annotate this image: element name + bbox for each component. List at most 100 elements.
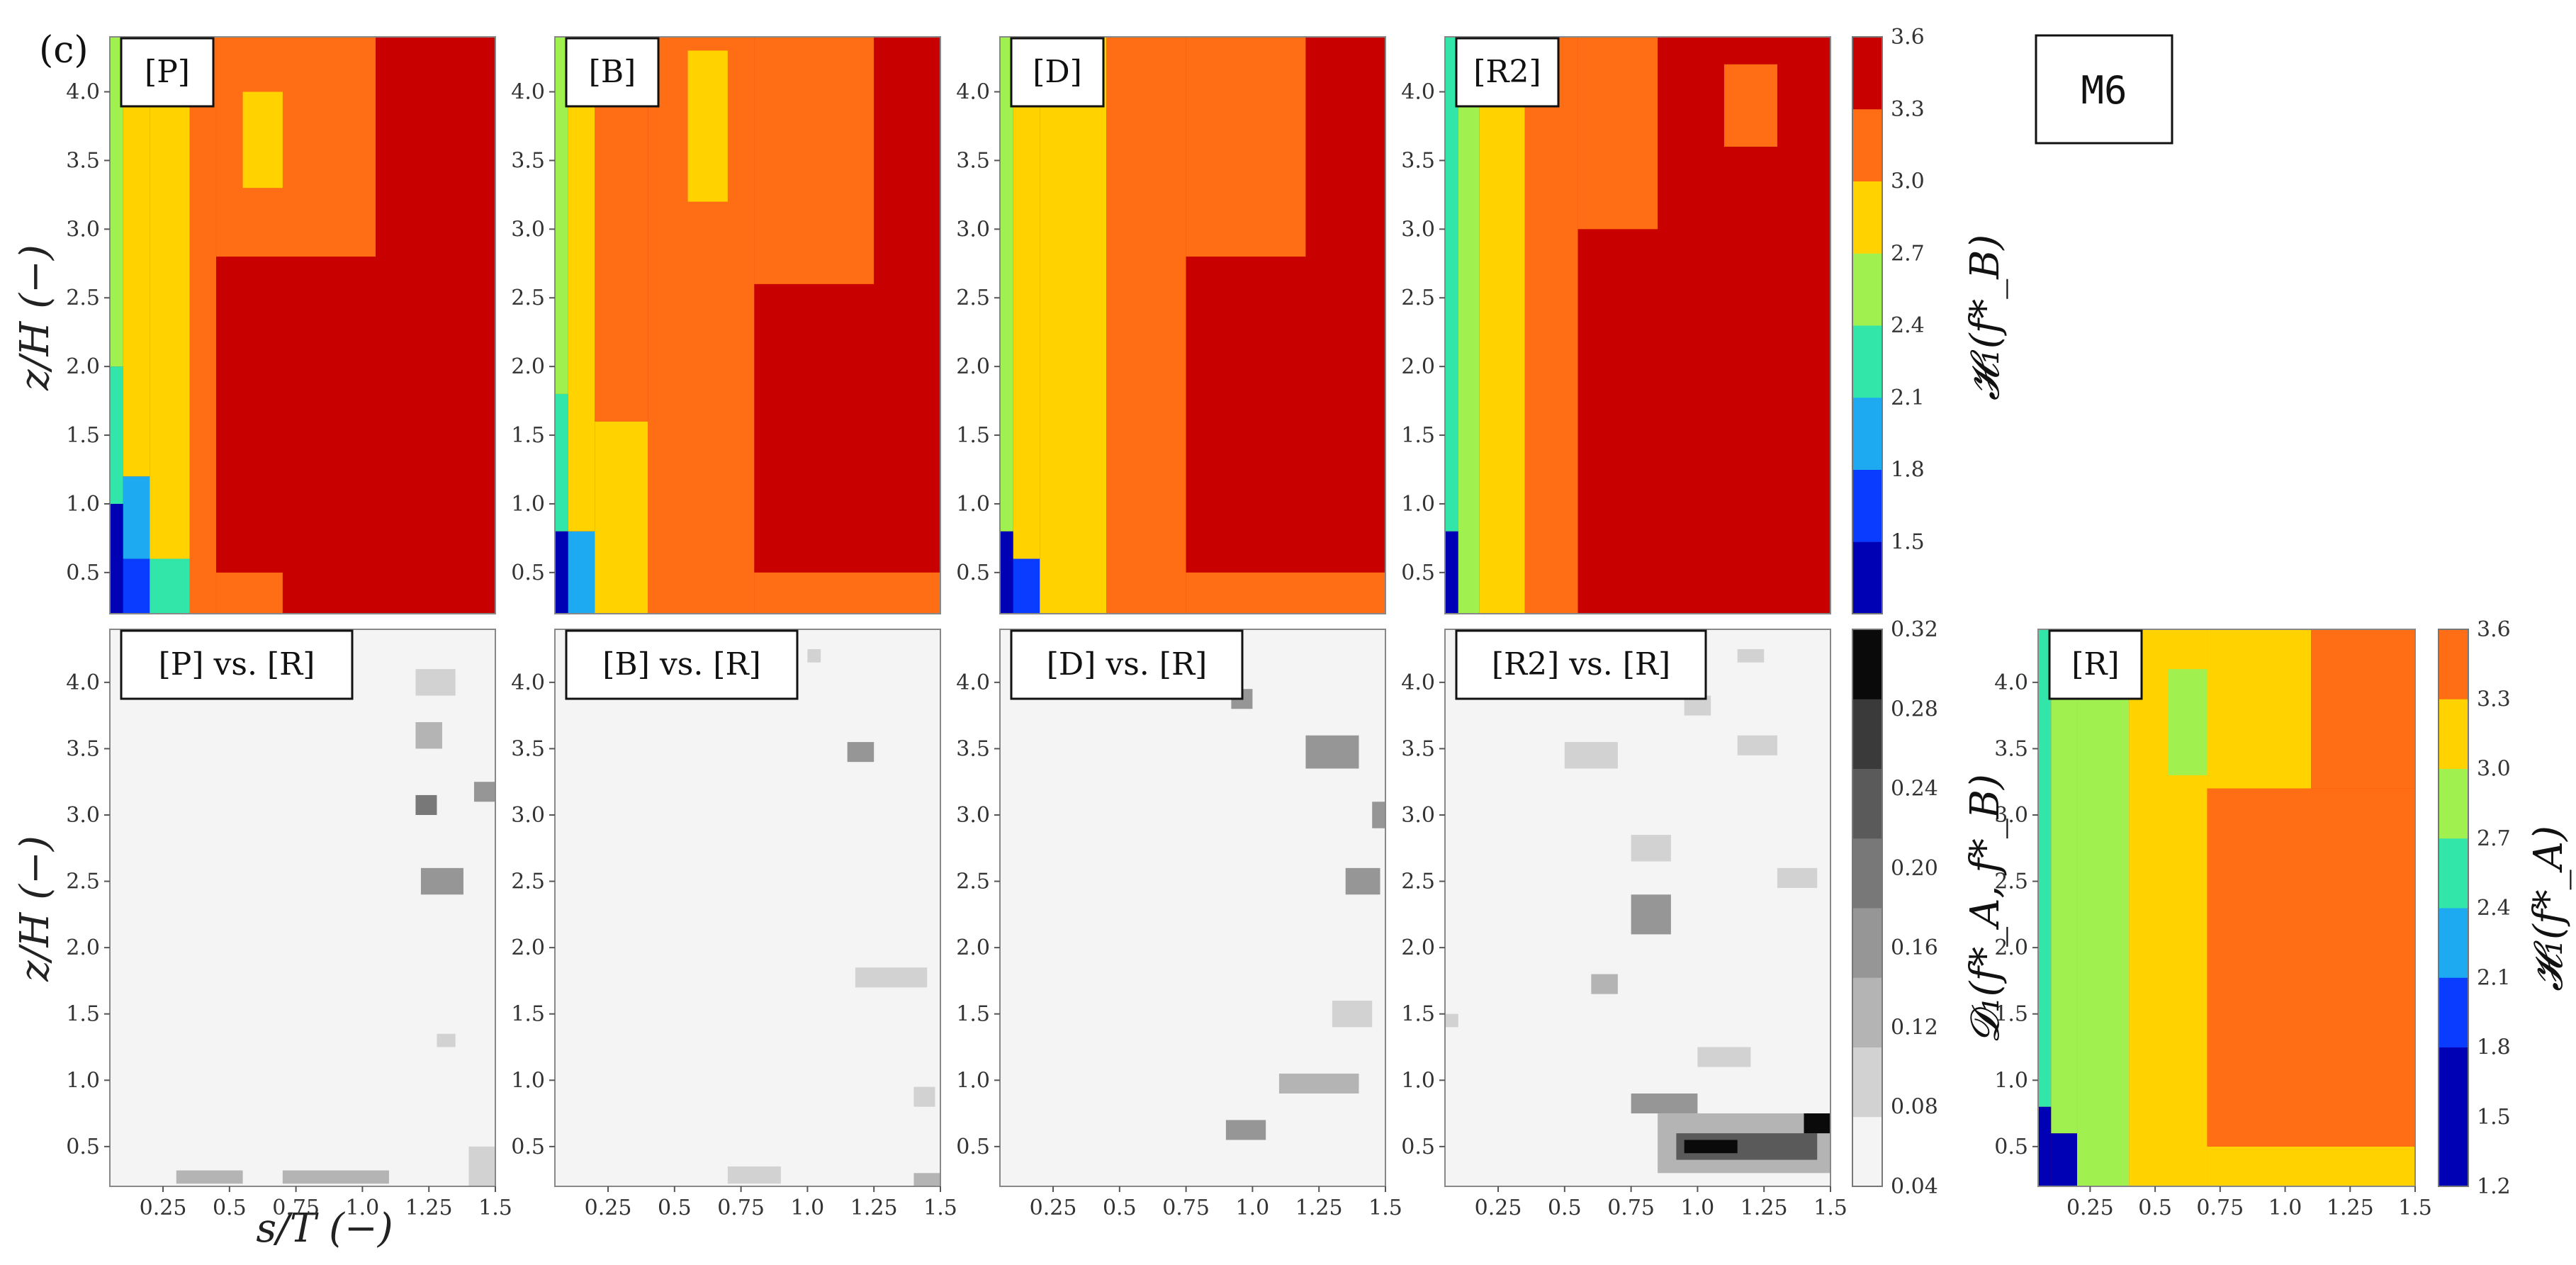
y-tick-label: 0.5: [66, 561, 100, 585]
y-tick-label: 0.5: [956, 1135, 990, 1159]
heatmap-cell: [1564, 742, 1618, 769]
colorbar-segment: [1852, 469, 1882, 542]
x-tick-label: 0.75: [2196, 1196, 2244, 1220]
y-tick-label: 1.0: [1994, 1068, 2028, 1093]
colorbar-tick-label: 3.3: [1891, 97, 1925, 122]
heatmap-cell: [595, 421, 648, 614]
heatmap-cell: [727, 1166, 781, 1184]
x-tick-label: 1.0: [346, 1196, 380, 1220]
heatmap-cell: [1631, 894, 1671, 935]
heatmap-cell: [913, 1173, 940, 1186]
panel-tag-box: [565, 37, 660, 108]
panel-tag-box: [2048, 629, 2143, 700]
colorbar-tick-label: 0.24: [1891, 777, 1938, 802]
y-tick-label: 3.5: [956, 148, 990, 173]
colorbar-tick-label: 3.6: [2477, 617, 2511, 642]
x-axis-label: s/T (−): [256, 1205, 393, 1252]
panel-frame: [109, 629, 496, 1187]
heatmap-cell: [2038, 1106, 2052, 1186]
heatmap-cell: [123, 476, 150, 559]
heatmap-cell: [468, 1146, 495, 1186]
x-tick-label: 0.25: [585, 1196, 632, 1220]
y-tick-label: 2.0: [956, 354, 990, 379]
colorbar-tick-label: 3.0: [1891, 169, 1925, 194]
y-tick-label: 2.0: [66, 935, 100, 960]
y-tick-label: 1.5: [511, 423, 545, 448]
colorbar-segment: [1852, 699, 1882, 769]
heatmap-cell: [1332, 1001, 1373, 1028]
y-tick-label: 3.0: [66, 217, 100, 242]
y-tick-label: 1.0: [511, 1068, 545, 1093]
heatmap-cell: [1000, 531, 1013, 614]
colorbar-segment: [1852, 253, 1882, 326]
colorbar-segment: [1852, 37, 1882, 110]
y-tick-label: 2.5: [66, 286, 100, 310]
y-axis-label-bottom: z/H (−): [12, 836, 58, 982]
heatmap-cell: [189, 37, 217, 614]
colorbar-tick-label: 0.28: [1891, 697, 1938, 721]
x-tick-label: 0.25: [2066, 1196, 2114, 1220]
heatmap-cell: [150, 37, 190, 559]
colorbar-segment: [1852, 629, 1882, 699]
heatmap-cell: [415, 794, 437, 815]
panel-background: [555, 629, 940, 1186]
y-tick-label: 1.0: [956, 492, 990, 517]
y-tick-label: 1.5: [956, 1002, 990, 1027]
x-tick-label: 0.75: [1607, 1196, 1655, 1220]
colorbar-tick-label: 1.2: [2477, 1174, 2511, 1199]
colorbar-tick-label: 2.7: [1891, 241, 1925, 266]
y-tick-label: 3.5: [1994, 736, 2028, 761]
panel-0: 0.5 1.0 1.5 2.0 2.5 3.0 3.5 4.0 [P]: [66, 36, 496, 614]
y-tick-label: 3.0: [511, 217, 545, 242]
heatmap-cell: [1225, 1120, 1266, 1140]
panel-2: 0.5 1.0 1.5 2.0 2.5 3.0 3.5 4.0 [D]: [956, 36, 1386, 614]
heatmap-cell: [216, 572, 283, 614]
y-tick-label: 3.0: [1401, 803, 1435, 828]
x-tick-label: 0.5: [2138, 1196, 2172, 1220]
panel-frame: [554, 629, 941, 1187]
heatmap-cell: [1777, 867, 1818, 888]
heatmap-cell: [847, 742, 874, 763]
model-tag-box: M6: [2035, 34, 2173, 145]
heatmap-cell: [1186, 37, 1306, 257]
colorbar-segment: [1852, 1047, 1882, 1118]
y-tick-label: 3.5: [66, 148, 100, 173]
x-tick-label: 1.25: [850, 1196, 898, 1220]
y-axis-label-top: z/H (−): [12, 244, 58, 391]
y-tick-label: 1.5: [956, 423, 990, 448]
y-tick-label: 2.0: [1401, 935, 1435, 960]
y-tick-label: 3.5: [956, 736, 990, 761]
heatmap-cell: [874, 37, 940, 284]
y-tick-label: 3.0: [511, 803, 545, 828]
heatmap-cell: [1804, 1113, 1830, 1134]
heatmap-cell: [555, 531, 568, 614]
colorbar-tick-label: 2.4: [2477, 896, 2511, 921]
panel-tag: [R]: [2071, 646, 2119, 682]
y-tick-label: 4.0: [1994, 670, 2028, 695]
y-tick-label: 1.5: [511, 1002, 545, 1027]
panel-tag: [P] vs. [R]: [159, 646, 315, 682]
x-tick-label: 1.5: [478, 1196, 512, 1220]
y-tick-label: 3.5: [66, 736, 100, 761]
colorbar-segment: [2439, 908, 2468, 978]
panel-tag-box: [1455, 629, 1707, 700]
heatmap-cell: [1305, 735, 1359, 769]
heatmap-cell: [807, 649, 821, 663]
y-tick-label: 0.5: [956, 561, 990, 585]
heatmap-cell: [1697, 1047, 1751, 1067]
panel-frame: [999, 629, 1386, 1187]
y-tick-label: 3.0: [66, 803, 100, 828]
colorbar-tick-label: 0.08: [1891, 1095, 1938, 1120]
y-tick-label: 4.0: [956, 670, 990, 695]
panel-tag: [R2]: [1473, 54, 1541, 90]
colorbar-tick-label: 0.12: [1891, 1015, 1938, 1040]
heatmap-cell: [415, 722, 442, 749]
y-tick-label: 1.5: [66, 1002, 100, 1027]
colorbar-segment: [2439, 1116, 2468, 1187]
heatmap-cell: [110, 37, 123, 367]
heatmap-cell: [1684, 1140, 1738, 1154]
panel-tag-box: [1010, 37, 1105, 108]
y-tick-label: 1.5: [1401, 423, 1435, 448]
